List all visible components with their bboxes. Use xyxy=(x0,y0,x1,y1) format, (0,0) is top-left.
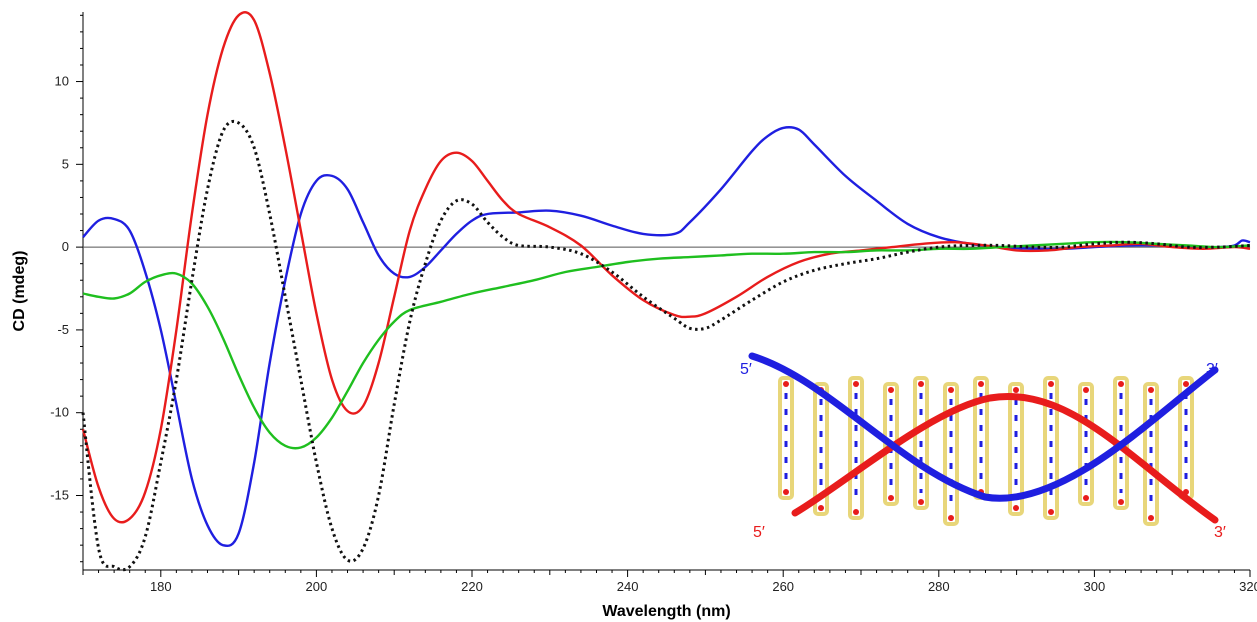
x-ticks: 180 200 220 240 260 280 300 320 xyxy=(82,570,1257,594)
nucleotide-base xyxy=(1008,382,1024,516)
base-oxygen xyxy=(1083,387,1089,393)
base-oxygen xyxy=(888,495,894,501)
base-oxygen xyxy=(918,499,924,505)
nucleotide-base xyxy=(848,376,864,520)
base-oxygen xyxy=(1148,387,1154,393)
series-line-3 xyxy=(82,240,1251,450)
dna-duplex-structure-image: 5′ 3′ 5′ 3′ xyxy=(740,352,1226,541)
base-oxygen xyxy=(918,381,924,387)
nucleotide-base xyxy=(1143,382,1159,526)
base-oxygen xyxy=(853,381,859,387)
base-oxygen xyxy=(948,515,954,521)
base-oxygen xyxy=(1048,509,1054,515)
series-line-1 xyxy=(82,126,1251,548)
base-oxygen xyxy=(978,381,984,387)
y-tick-label: 0 xyxy=(62,239,69,254)
nucleotide-base xyxy=(1078,382,1094,506)
base-oxygen xyxy=(1118,499,1124,505)
x-tick-label: 300 xyxy=(1084,579,1106,594)
blue-strand-ribbon xyxy=(748,352,1219,502)
y-tick-label: -5 xyxy=(57,322,69,337)
x-tick-label: 260 xyxy=(772,579,794,594)
y-axis-title: CD (mdeg) xyxy=(11,251,28,332)
nucleotide-base xyxy=(943,382,959,526)
base-oxygen xyxy=(1118,381,1124,387)
base-oxygen xyxy=(1013,387,1019,393)
base-oxygen xyxy=(1148,515,1154,521)
base-oxygen xyxy=(1083,495,1089,501)
x-tick-label: 180 xyxy=(150,579,172,594)
blue-3-prime-label: 3′ xyxy=(1206,361,1218,378)
series-line-4 xyxy=(81,119,1251,572)
y-tick-label: 5 xyxy=(62,156,69,171)
base-oxygen xyxy=(1183,381,1189,387)
x-tick-label: 200 xyxy=(306,579,328,594)
nucleotide-base xyxy=(913,376,929,510)
y-tick-label: -10 xyxy=(50,405,69,420)
axes xyxy=(82,12,1250,571)
x-tick-label: 240 xyxy=(617,579,639,594)
blue-5-prime-label: 5′ xyxy=(740,361,752,378)
red-strand-ribbon xyxy=(791,393,1219,524)
y-tick-label: -15 xyxy=(50,487,69,502)
nucleotide-base xyxy=(1043,376,1059,520)
base-oxygen xyxy=(1013,505,1019,511)
y-ticks: 10 5 0 -5 -10 -15 xyxy=(50,14,83,563)
y-tick-label: 10 xyxy=(55,74,69,89)
series-line-2 xyxy=(81,11,1251,524)
red-3-prime-label: 3′ xyxy=(1214,524,1226,541)
red-5-prime-label: 5′ xyxy=(753,524,765,541)
x-tick-label: 280 xyxy=(928,579,950,594)
base-oxygen xyxy=(818,505,824,511)
x-tick-label: 220 xyxy=(461,579,483,594)
series-group xyxy=(81,11,1251,572)
base-oxygen xyxy=(853,509,859,515)
base-oxygen xyxy=(948,387,954,393)
x-tick-label: 320 xyxy=(1239,579,1257,594)
base-oxygen xyxy=(783,489,789,495)
base-oxygen xyxy=(888,387,894,393)
x-axis-title: Wavelength (nm) xyxy=(602,603,730,620)
nucleotide-base xyxy=(778,376,794,500)
nucleotide-base xyxy=(813,382,829,516)
base-oxygen xyxy=(1048,381,1054,387)
base-oxygen xyxy=(783,381,789,387)
